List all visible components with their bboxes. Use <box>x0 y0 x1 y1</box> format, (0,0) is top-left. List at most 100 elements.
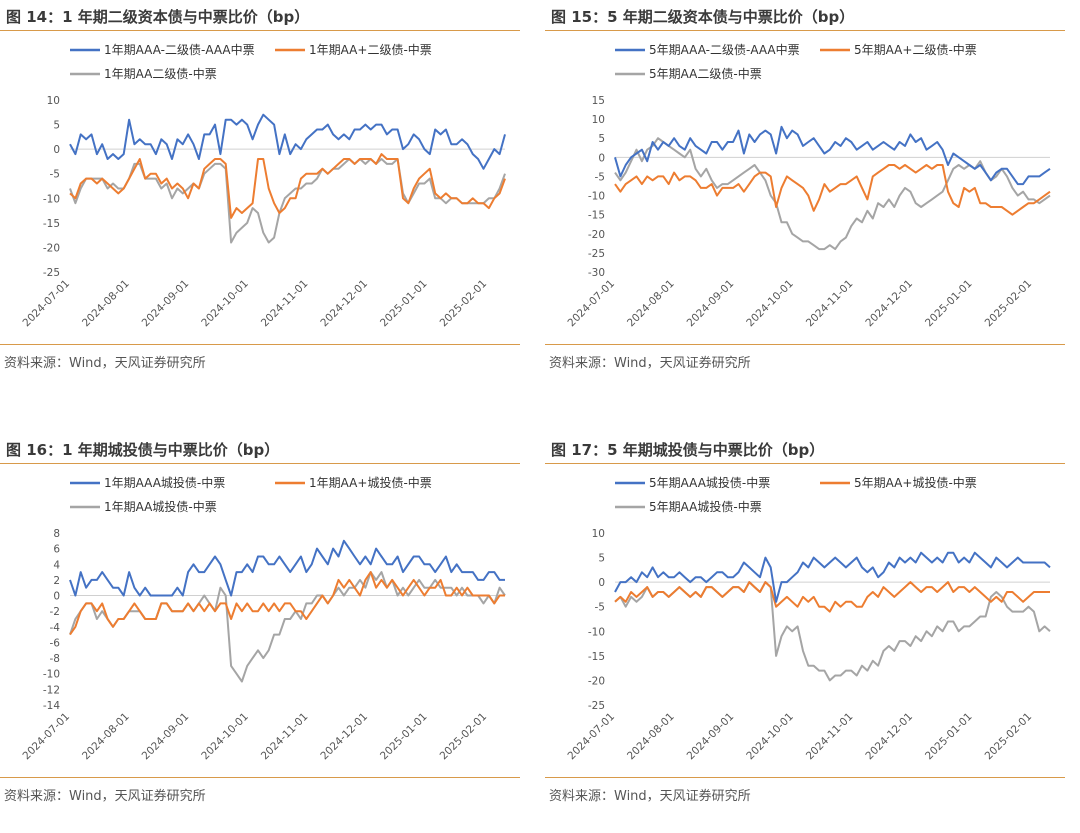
x-tick-label: 2024-10-01 <box>199 278 251 330</box>
x-tick-label: 2024-07-01 <box>20 278 72 330</box>
y-tick-label: 8 <box>53 528 60 540</box>
x-tick-label: 2024-09-01 <box>685 278 737 330</box>
legend-label: 5年期AA+城投债-中票 <box>854 475 977 490</box>
x-tick-label: 2024-11-01 <box>804 278 856 330</box>
x-tick-label: 2024-09-01 <box>140 278 192 330</box>
legend-label: 5年期AAA城投债-中票 <box>649 475 770 490</box>
y-tick-label: 0 <box>53 144 60 156</box>
y-tick-label: 10 <box>47 95 60 107</box>
x-tick-label: 2024-10-01 <box>744 278 796 330</box>
y-tick-label: -4 <box>50 622 61 634</box>
y-tick-label: -25 <box>588 700 605 712</box>
x-tick-label: 2024-11-01 <box>804 711 856 763</box>
series-line <box>69 153 506 219</box>
series-line <box>69 113 506 170</box>
y-tick-label: -20 <box>588 675 605 687</box>
x-tick-label: 2024-08-01 <box>625 278 677 330</box>
y-tick-label: -5 <box>50 169 60 181</box>
title-divider <box>545 463 1065 464</box>
source-divider <box>545 344 1065 345</box>
y-tick-label: -10 <box>588 191 605 203</box>
x-tick-label: 2024-10-01 <box>199 711 251 763</box>
y-tick-label: -30 <box>588 267 605 279</box>
x-tick-label: 2024-10-01 <box>744 711 796 763</box>
x-tick-label: 2025-02-01 <box>438 278 490 330</box>
source-note: 资料来源：Wind，天风证券研究所 <box>4 789 206 804</box>
legend-label: 5年期AA+二级债-中票 <box>854 42 977 57</box>
x-tick-label: 2025-02-01 <box>983 278 1035 330</box>
source-note: 资料来源：Wind，天风证券研究所 <box>549 789 751 804</box>
series-line <box>614 125 1051 186</box>
series-line <box>614 164 1051 216</box>
x-tick-label: 2025-02-01 <box>983 711 1035 763</box>
legend-label: 5年期AA城投债-中票 <box>649 499 762 514</box>
title-divider <box>0 463 520 464</box>
legend-label: 1年期AA+二级债-中票 <box>309 42 432 57</box>
series-line <box>614 137 1051 251</box>
series-line <box>614 551 1051 603</box>
y-tick-label: -25 <box>43 267 60 279</box>
series-line <box>614 581 1050 613</box>
y-tick-label: 10 <box>592 528 605 540</box>
x-tick-label: 2025-01-01 <box>923 711 975 763</box>
series-line <box>69 539 505 597</box>
y-tick-label: -15 <box>588 210 605 222</box>
source-divider <box>0 344 520 345</box>
y-tick-label: 4 <box>53 559 60 571</box>
legend-label: 1年期AAA城投债-中票 <box>104 475 225 490</box>
legend-label: 1年期AA+城投债-中票 <box>309 475 432 490</box>
y-tick-label: -5 <box>595 602 605 614</box>
y-tick-label: -10 <box>43 193 60 205</box>
legend-label: 1年期AA城投债-中票 <box>104 499 217 514</box>
y-tick-label: -2 <box>50 606 60 618</box>
x-tick-label: 2025-01-01 <box>378 278 430 330</box>
title-divider <box>545 30 1065 31</box>
series-line <box>69 571 505 636</box>
chart-title: 图 16：1 年期城投债与中票比价（bp） <box>6 441 280 459</box>
line-chart: 1年期AAA-二级债-AAA中票 1年期AA+二级债-中票 1年期AA二级债-中票 1… <box>20 42 506 330</box>
y-tick-label: 0 <box>53 591 60 603</box>
y-tick-label: 2 <box>53 575 60 587</box>
y-tick-label: -12 <box>43 684 60 696</box>
source-divider <box>545 777 1065 778</box>
x-tick-label: 2024-07-01 <box>565 711 617 763</box>
x-tick-label: 2024-08-01 <box>625 711 677 763</box>
legend-label: 5年期AAA-二级债-AAA中票 <box>649 42 800 57</box>
y-tick-label: -8 <box>50 653 60 665</box>
x-tick-label: 2024-09-01 <box>140 711 192 763</box>
legend-label: 1年期AAA-二级债-AAA中票 <box>104 42 255 57</box>
x-tick-label: 2024-12-01 <box>863 278 915 330</box>
line-chart: 5年期AAA-二级债-AAA中票 5年期AA+二级债-中票 5年期AA二级债-中票 1… <box>565 42 1051 330</box>
chart-panel-17: 图 17：5 年期城投债与中票比价（bp） 5年期AAA城投债-中票 5年期AA+… <box>545 433 1065 833</box>
y-tick-label: 10 <box>592 114 605 126</box>
x-tick-label: 2024-11-01 <box>259 278 311 330</box>
chart-panel-16: 图 16：1 年期城投债与中票比价（bp） 1年期AAA城投债-中票 1年期AA+… <box>0 433 520 833</box>
x-tick-label: 2024-09-01 <box>685 711 737 763</box>
y-tick-label: -15 <box>43 218 60 230</box>
source-divider <box>0 777 520 778</box>
legend-label: 1年期AA二级债-中票 <box>104 66 217 81</box>
chart-title: 图 14：1 年期二级资本债与中票比价（bp） <box>6 8 310 26</box>
y-tick-label: -15 <box>588 651 605 663</box>
y-tick-label: -10 <box>588 626 605 638</box>
source-note: 资料来源：Wind，天风证券研究所 <box>4 356 206 371</box>
title-divider <box>0 30 520 31</box>
y-tick-label: -10 <box>43 669 60 681</box>
y-tick-label: 0 <box>598 152 605 164</box>
y-tick-label: -6 <box>50 637 61 649</box>
x-tick-label: 2024-08-01 <box>80 711 132 763</box>
y-tick-label: -14 <box>43 700 60 712</box>
y-tick-label: 5 <box>53 120 60 132</box>
y-tick-label: -5 <box>595 171 605 183</box>
legend-label: 5年期AA二级债-中票 <box>649 66 762 81</box>
y-tick-label: -20 <box>588 229 605 241</box>
x-tick-label: 2024-11-01 <box>259 711 311 763</box>
x-tick-label: 2024-07-01 <box>20 711 72 763</box>
chart-title: 图 15：5 年期二级资本债与中票比价（bp） <box>551 8 855 26</box>
x-tick-label: 2025-01-01 <box>378 711 430 763</box>
y-tick-label: 6 <box>53 544 60 556</box>
series-line <box>69 158 506 244</box>
y-tick-label: 15 <box>592 95 605 107</box>
x-tick-label: 2025-01-01 <box>923 278 975 330</box>
x-tick-label: 2024-08-01 <box>80 278 132 330</box>
